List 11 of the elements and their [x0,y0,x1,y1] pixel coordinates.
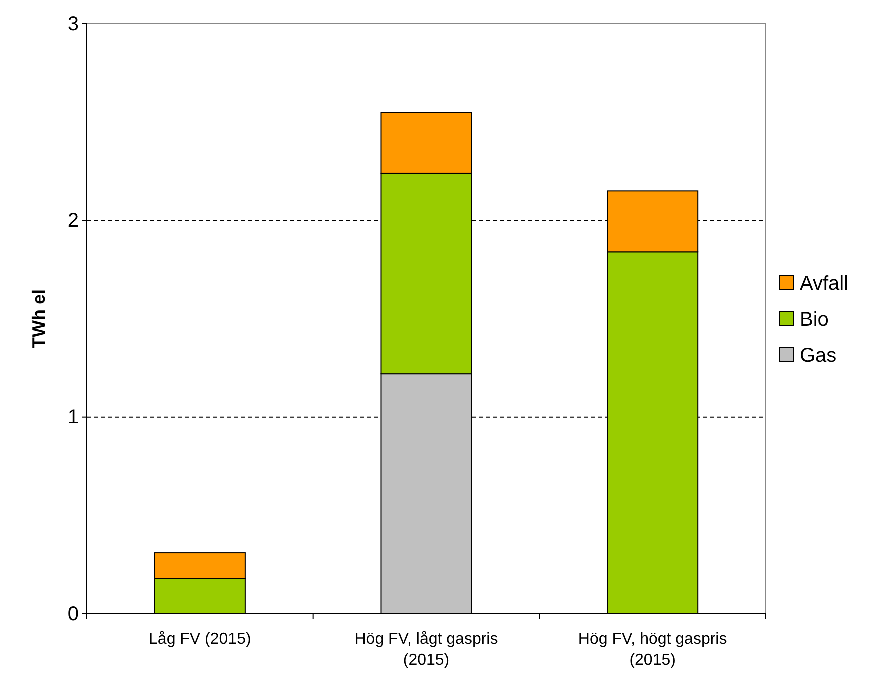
y-tick-label: 1 [68,406,79,429]
legend-label: Bio [800,309,829,331]
y-tick-label: 0 [68,603,79,626]
y-axis-title: TWh el [29,290,49,348]
x-tick-label: Hög FV, lågt gaspris (2015) [354,631,498,669]
y-tick-label: 2 [68,210,79,232]
x-tick-label: Hög FV, högt gaspris (2015) [578,631,728,669]
legend-label: Avfall [800,273,849,295]
legend-label: Gas [800,345,837,367]
x-tick-label: Låg FV (2015) [149,631,252,648]
y-tick-label: 3 [68,13,79,36]
